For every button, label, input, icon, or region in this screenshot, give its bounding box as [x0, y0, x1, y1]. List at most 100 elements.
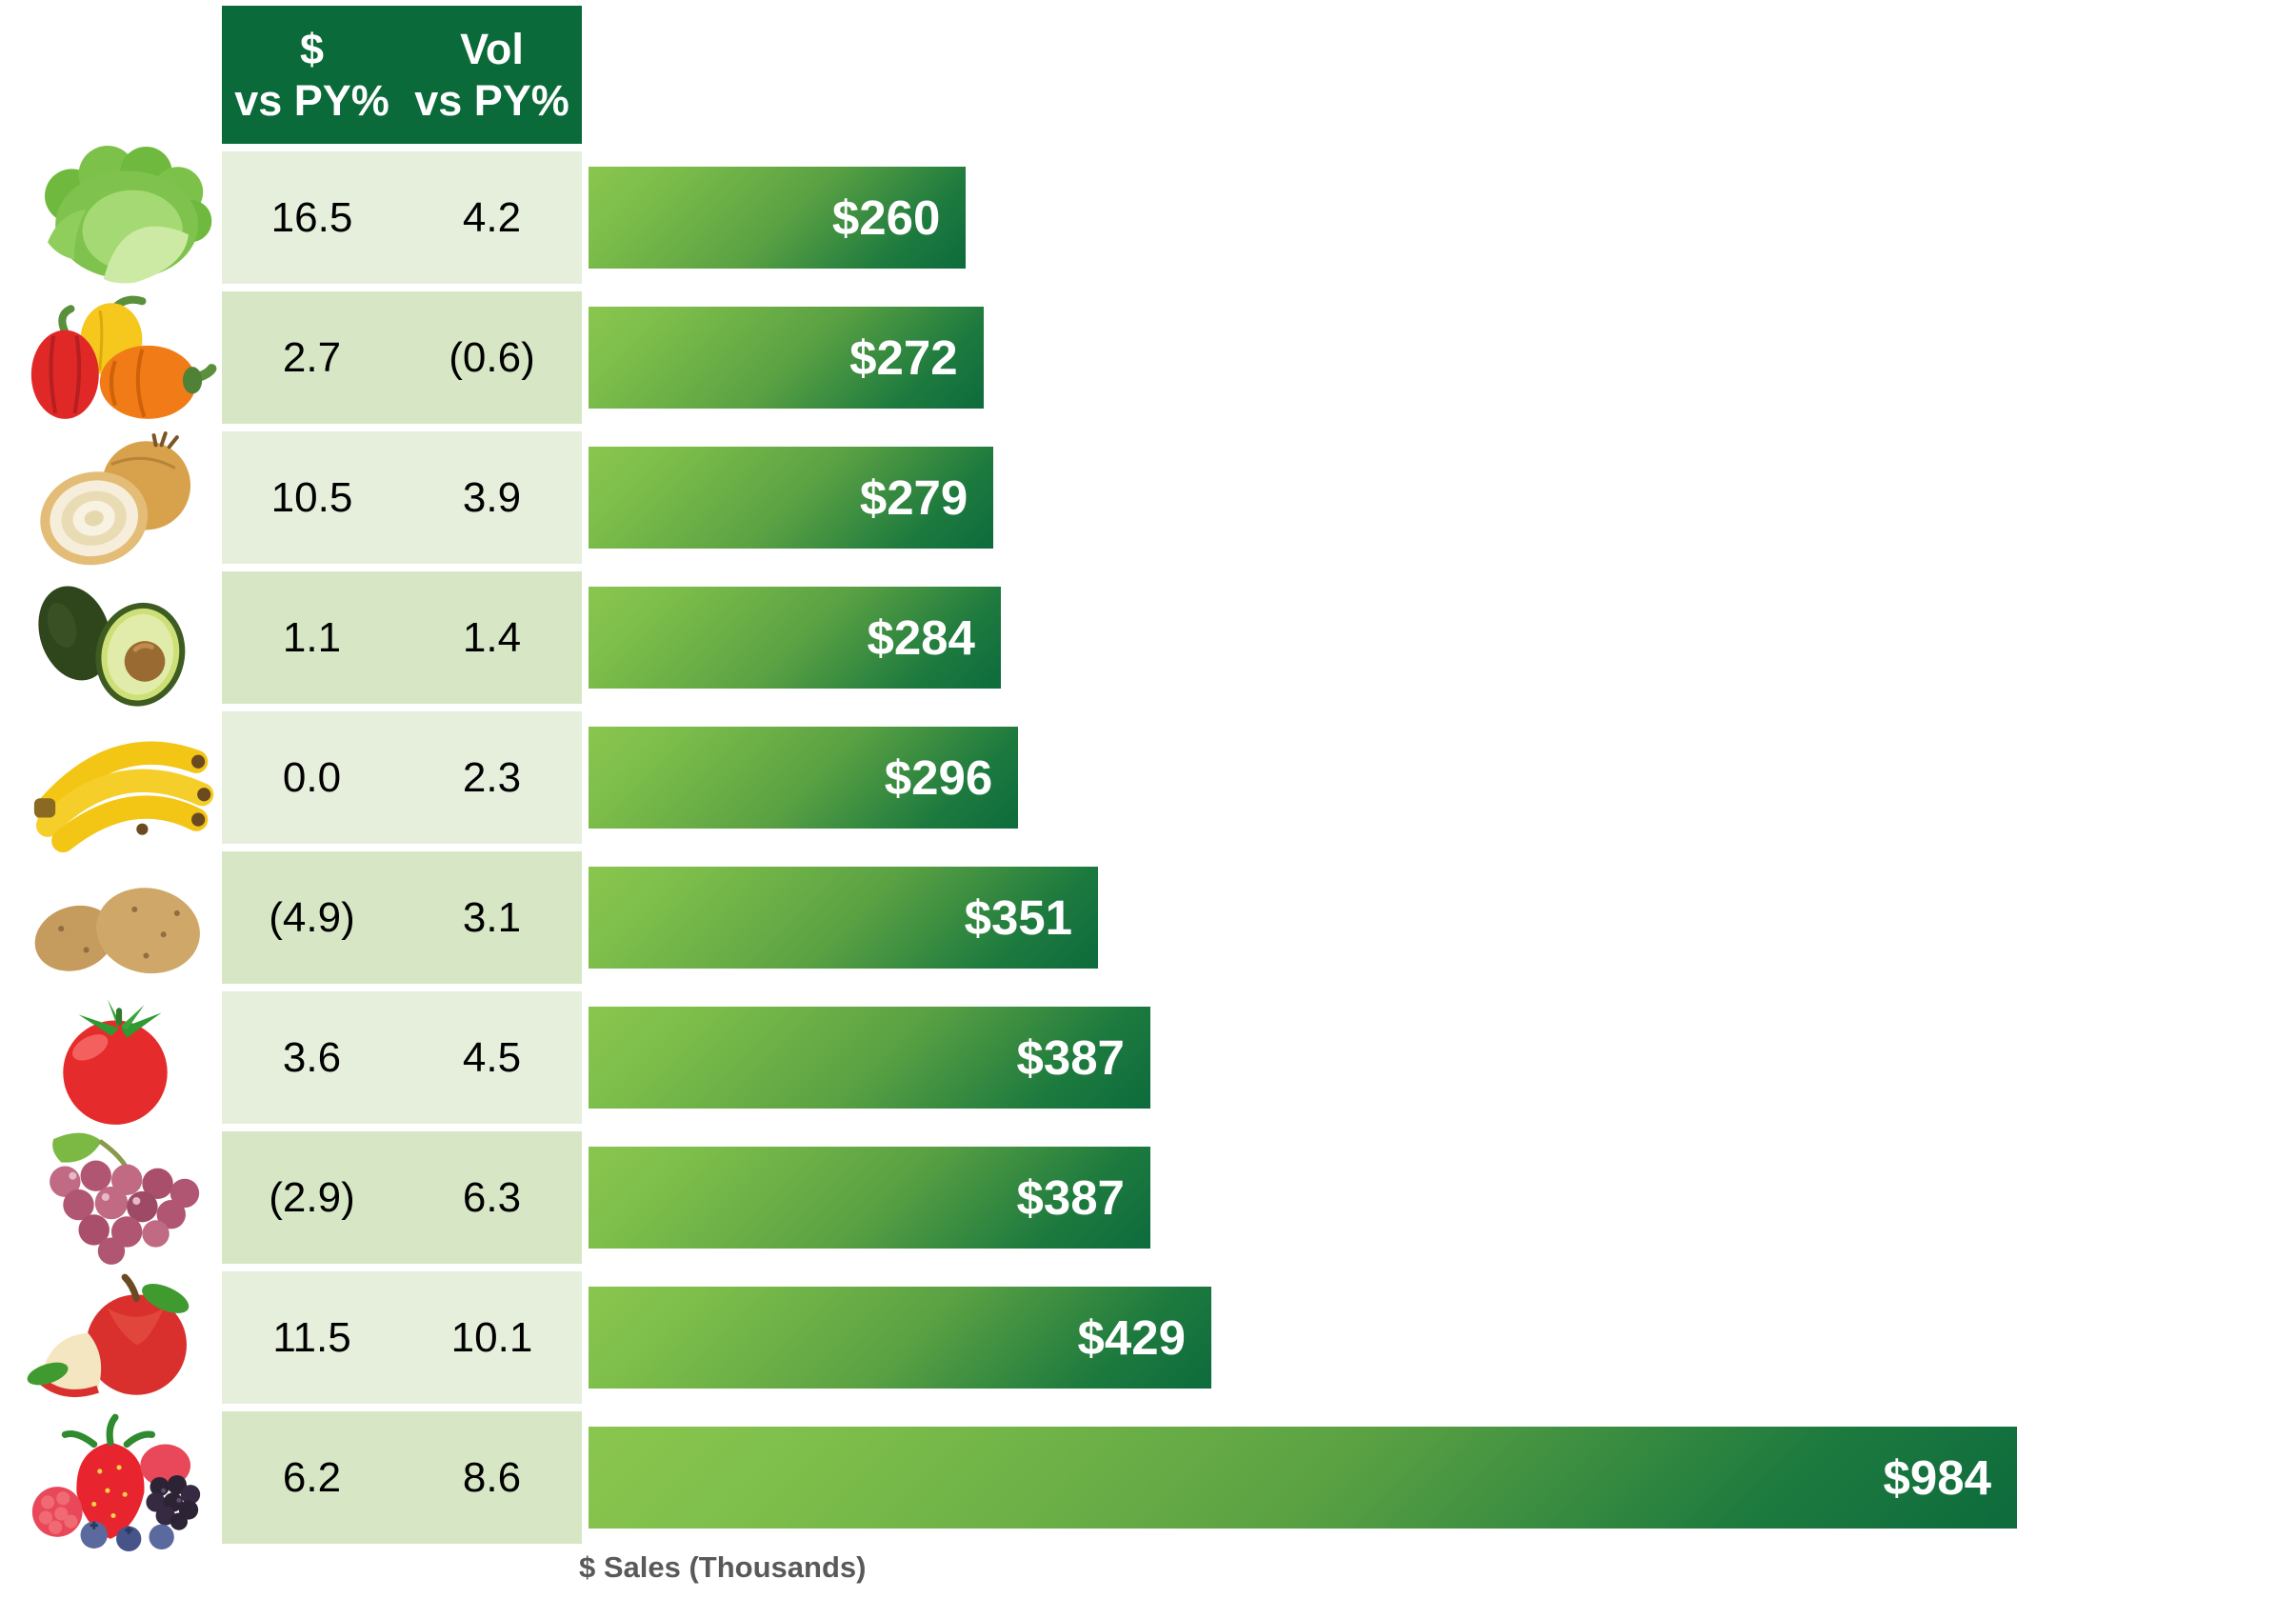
sales-bar: $351 [589, 867, 1099, 969]
chart-rows: 16.5 4.2 $260 2.7 (0.6) $272 [0, 145, 2296, 1551]
sales-bar: $296 [589, 727, 1019, 829]
sales-bar: $272 [589, 307, 984, 409]
header-dollar-line1: $ [299, 25, 325, 74]
x-axis-label: $ Sales (Thousands) [579, 1550, 867, 1584]
dollar-vs-py-value: (2.9) [269, 1173, 355, 1221]
bar-area: $351 [589, 851, 2017, 984]
header-dollar-line2: vs PY% [234, 75, 389, 125]
bar-area: $296 [589, 711, 2017, 844]
potatoes-icon [34, 887, 200, 973]
sales-bar: $984 [589, 1427, 2017, 1529]
berries-icon [31, 1413, 201, 1551]
sales-bar: $260 [589, 167, 967, 269]
dollar-vs-py-value: 11.5 [272, 1313, 351, 1361]
dollar-vs-py-value: 0.0 [282, 753, 342, 801]
sales-bar: $387 [589, 1007, 1150, 1109]
sales-bar: $279 [589, 447, 994, 549]
sales-bar-label: $429 [1077, 1310, 1186, 1365]
produce-image-cell [0, 1271, 222, 1404]
table-cells: 1.1 1.4 [222, 571, 582, 704]
table-cells: 16.5 4.2 [222, 151, 582, 284]
table-cells: 2.7 (0.6) [222, 291, 582, 424]
sales-bar-label: $387 [1016, 1030, 1125, 1085]
produce-image-cell [0, 145, 222, 284]
apples-icon [27, 1273, 190, 1397]
sales-bar: $387 [589, 1147, 1150, 1249]
produce-image-cell [0, 851, 222, 984]
sales-bar-label: $272 [849, 330, 958, 385]
produce-image-cell [0, 430, 222, 565]
bar-area: $279 [589, 431, 2017, 564]
table-header: $ vs PY% Vol vs PY% [222, 6, 582, 144]
vol-vs-py-value: 10.1 [450, 1313, 533, 1361]
bar-area: $284 [589, 571, 2017, 704]
vol-vs-py-value: 3.1 [462, 893, 522, 941]
produce-image-cell [0, 291, 222, 424]
header-dollar-vs-py: $ vs PY% [222, 6, 402, 144]
dollar-vs-py-value: 10.5 [270, 473, 353, 521]
sales-bar-label: $284 [867, 610, 975, 665]
vol-vs-py-value: 6.3 [462, 1173, 522, 1221]
table-cells: 3.6 4.5 [222, 991, 582, 1124]
vol-vs-py-value: 4.5 [462, 1033, 522, 1081]
bell-peppers-icon [30, 295, 217, 419]
bar-area: $387 [589, 991, 2017, 1124]
lettuce-icon [45, 145, 212, 283]
header-vol-line1: Vol [460, 25, 524, 74]
vol-vs-py-value: 8.6 [462, 1453, 522, 1501]
sales-bar-label: $279 [859, 470, 968, 525]
sales-bar-label: $984 [1883, 1450, 1991, 1505]
bar-area: $272 [589, 291, 2017, 424]
bar-area: $260 [589, 151, 2017, 284]
bar-area: $984 [589, 1411, 2017, 1544]
produce-image-cell [0, 711, 222, 852]
header-vol-vs-py: Vol vs PY% [402, 6, 582, 144]
grapes-icon [50, 1132, 200, 1265]
bananas-icon [33, 741, 214, 852]
sales-bar-label: $351 [964, 890, 1073, 945]
produce-image-cell [0, 1411, 222, 1551]
sales-bar: $429 [589, 1287, 1211, 1389]
sales-bar-label: $296 [884, 750, 993, 805]
sales-bar: $284 [589, 587, 1001, 689]
table-cells: 11.5 10.1 [222, 1271, 582, 1404]
table-row: 1.1 1.4 $284 [0, 571, 2296, 707]
table-cells: 0.0 2.3 [222, 711, 582, 844]
table-cells: 6.2 8.6 [222, 1411, 582, 1544]
table-cells: (4.9) 3.1 [222, 851, 582, 984]
table-cells: 10.5 3.9 [222, 431, 582, 564]
dollar-vs-py-value: 3.6 [282, 1033, 342, 1081]
produce-image-cell [0, 991, 222, 1125]
table-row: 3.6 4.5 $387 [0, 991, 2296, 1125]
bar-area: $429 [589, 1271, 2017, 1404]
vol-vs-py-value: 3.9 [462, 473, 522, 521]
bar-area: $387 [589, 1131, 2017, 1264]
sales-bar-label: $260 [831, 190, 941, 245]
vol-vs-py-value: 1.4 [462, 613, 522, 661]
avocados-icon [38, 585, 186, 707]
table-row: 2.7 (0.6) $272 [0, 291, 2296, 424]
header-vol-line2: vs PY% [414, 75, 569, 125]
produce-image-cell [0, 571, 222, 707]
dollar-vs-py-value: (4.9) [269, 893, 355, 941]
table-row: 10.5 3.9 $279 [0, 430, 2296, 565]
vol-vs-py-value: 2.3 [462, 753, 522, 801]
table-row: 0.0 2.3 $296 [0, 711, 2296, 852]
dollar-vs-py-value: 6.2 [282, 1453, 342, 1501]
table-row: (2.9) 6.3 $387 [0, 1131, 2296, 1265]
produce-image-cell [0, 1131, 222, 1265]
dollar-vs-py-value: 2.7 [282, 333, 342, 381]
table-row: 6.2 8.6 $984 [0, 1411, 2296, 1551]
sales-bar-label: $387 [1016, 1170, 1125, 1225]
vol-vs-py-value: 4.2 [462, 193, 522, 241]
dollar-vs-py-value: 16.5 [270, 193, 353, 241]
vol-vs-py-value: (0.6) [449, 333, 535, 381]
table-cells: (2.9) 6.3 [222, 1131, 582, 1264]
table-row: 16.5 4.2 $260 [0, 145, 2296, 284]
table-row: (4.9) 3.1 $351 [0, 851, 2296, 984]
table-row: 11.5 10.1 $429 [0, 1271, 2296, 1404]
tomatoes-icon [63, 998, 168, 1125]
onions-icon [40, 430, 191, 565]
dollar-vs-py-value: 1.1 [282, 613, 342, 661]
